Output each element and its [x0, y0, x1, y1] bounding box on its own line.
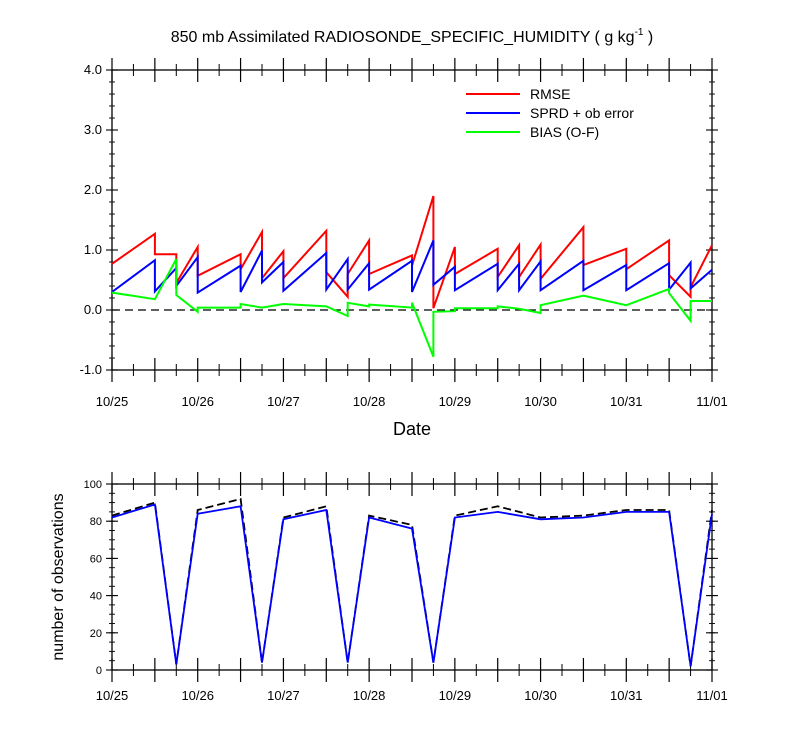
chart-title-main: 850 mb Assimilated RADIOSONDE_SPECIFIC_H… [171, 29, 635, 46]
y-tick-label: 0 [96, 665, 102, 677]
x-tick-label: 10/26 [181, 688, 214, 703]
x-tick-label: 10/25 [96, 688, 129, 703]
x-tick-label: 10/30 [524, 394, 557, 409]
legend-label-rmse: RMSE [530, 86, 570, 102]
y-tick-label: 20 [90, 628, 102, 640]
bottom-plot-ticks [106, 472, 718, 682]
legend-label-sprd: SPRD + ob error [530, 105, 634, 121]
top-plot-series [111, 195, 713, 358]
top-x-axis-label: Date [393, 419, 431, 439]
x-tick-label: 10/27 [267, 688, 300, 703]
bottom-plot-series [111, 497, 713, 667]
chart-title-unit-exponent: -1 [635, 27, 644, 38]
x-tick-label: 10/29 [439, 688, 472, 703]
x-tick-label: 11/01 [696, 688, 728, 703]
y-tick-label: 40 [90, 591, 102, 603]
y-tick-label: 1.0 [84, 242, 102, 257]
series-line-used-observations [111, 503, 713, 667]
top-plot-x-tick-labels: 10/25 10/26 10/27 10/28 10/29 10/30 10/31 11/01 [96, 394, 728, 409]
x-tick-label: 10/25 [96, 394, 129, 409]
x-tick-label: 10/31 [610, 394, 643, 409]
top-plot-ticks [106, 58, 718, 382]
chart-title-end: ) [643, 29, 653, 46]
series-line-bias-o-f- [111, 258, 712, 358]
x-tick-label: 10/27 [267, 394, 300, 409]
x-tick-label: 10/28 [353, 688, 386, 703]
x-tick-label: 10/28 [353, 394, 386, 409]
series-line-sprd-ob-error [111, 240, 713, 295]
series-line-possible-observations [111, 497, 713, 667]
y-tick-label: 60 [90, 553, 102, 565]
x-tick-label: 10/30 [524, 688, 557, 703]
y-tick-label: 0.0 [84, 302, 102, 317]
y-tick-label: -1.0 [80, 362, 102, 377]
legend-label-bias: BIAS (O-F) [530, 124, 599, 140]
chart-title: 850 mb Assimilated RADIOSONDE_SPECIFIC_H… [171, 27, 654, 46]
y-tick-label: 100 [84, 479, 102, 491]
bottom-plot-y-tick-labels: 0 20 40 60 80 100 [84, 479, 102, 677]
y-tick-label: 2.0 [84, 182, 102, 197]
bottom-y-axis-label: number of observations [50, 493, 67, 660]
x-tick-label: 10/29 [439, 394, 472, 409]
x-tick-label: 11/01 [696, 394, 728, 409]
top-plot-y-tick-labels: -1.0 0.0 1.0 2.0 3.0 4.0 [80, 62, 102, 377]
y-tick-label: 80 [90, 516, 102, 528]
bottom-plot-x-tick-labels: 10/25 10/26 10/27 10/28 10/29 10/30 10/31 11/01 [96, 688, 728, 703]
y-tick-label: 3.0 [84, 122, 102, 137]
x-tick-label: 10/26 [181, 394, 214, 409]
y-tick-label: 4.0 [84, 62, 102, 77]
legend: RMSE SPRD + ob error BIAS (O-F) [466, 86, 634, 140]
x-tick-label: 10/31 [610, 688, 643, 703]
